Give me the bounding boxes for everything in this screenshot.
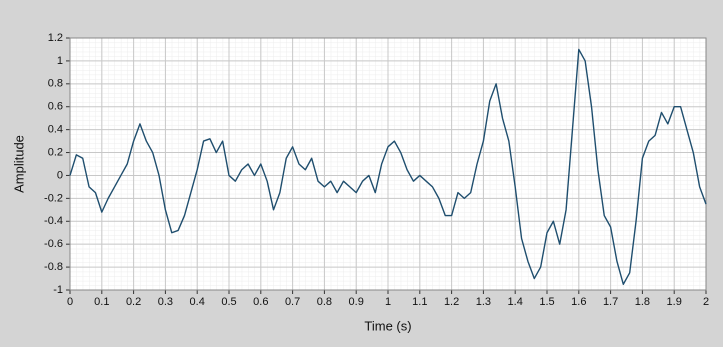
x-tick-label: 0.9	[349, 296, 364, 308]
x-tick-label: 1.3	[476, 296, 491, 308]
x-tick-label: 0.5	[221, 296, 236, 308]
x-tick-label: 0.1	[94, 296, 109, 308]
x-axis-label: Time (s)	[364, 318, 411, 333]
x-tick-label: 1	[385, 296, 391, 308]
x-tick-label: 1.9	[667, 296, 682, 308]
y-tick-label: -0.8	[44, 261, 63, 273]
y-tick-label: 0.4	[48, 124, 63, 136]
x-tick-label: 1.5	[539, 296, 554, 308]
x-tick-label: 0	[67, 296, 73, 308]
x-tick-label: 0.4	[190, 296, 205, 308]
y-tick-label: -0.6	[44, 238, 63, 250]
y-tick-label: 0.6	[48, 101, 63, 113]
y-tick-label: -0.2	[44, 192, 63, 204]
x-tick-label: 1.8	[635, 296, 650, 308]
x-tick-label: 1.2	[444, 296, 459, 308]
y-tick-label: 0.2	[48, 146, 63, 158]
y-tick-label: 0.8	[48, 78, 63, 90]
x-tick-label: 1.4	[508, 296, 523, 308]
y-tick-label: -0.4	[44, 215, 63, 227]
y-tick-label: -1	[53, 284, 63, 296]
x-tick-label: 0.8	[317, 296, 332, 308]
x-tick-label: 1.1	[412, 296, 427, 308]
y-tick-label: 1.2	[48, 32, 63, 44]
x-tick-label: 1.6	[571, 296, 586, 308]
x-tick-label: 1.7	[603, 296, 618, 308]
y-tick-label: 0	[57, 169, 63, 181]
x-tick-label: 2	[703, 296, 709, 308]
y-axis-label: Amplitude	[11, 135, 26, 193]
x-tick-label: 0.3	[158, 296, 173, 308]
x-tick-label: 0.6	[253, 296, 268, 308]
plot-border	[69, 37, 707, 291]
y-tick-label: 1	[57, 55, 63, 67]
data-line	[69, 48, 707, 285]
x-tick-label: 0.7	[285, 296, 300, 308]
x-tick-label: 0.2	[126, 296, 141, 308]
